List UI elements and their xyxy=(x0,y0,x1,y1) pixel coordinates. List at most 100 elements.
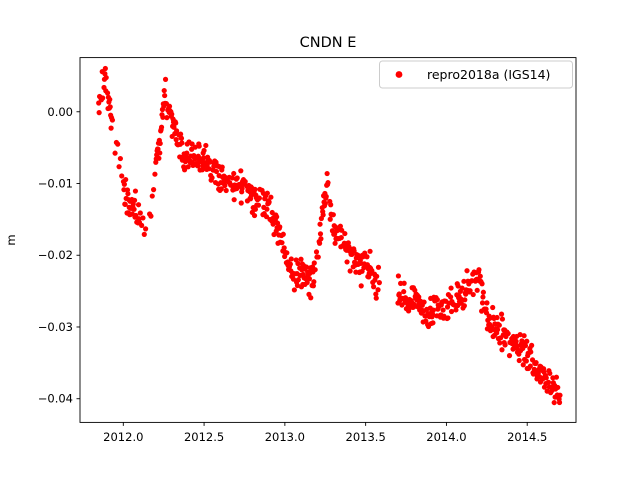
data-point xyxy=(317,240,323,246)
data-point xyxy=(502,342,508,348)
data-point xyxy=(308,295,314,301)
data-point xyxy=(268,194,274,200)
data-point xyxy=(479,300,486,306)
data-point xyxy=(396,291,402,297)
data-point xyxy=(462,297,468,303)
data-point xyxy=(174,128,180,134)
data-point xyxy=(149,193,155,199)
data-point xyxy=(102,65,108,72)
data-point xyxy=(461,303,467,309)
data-point xyxy=(96,110,102,116)
data-point xyxy=(108,125,114,131)
data-point xyxy=(155,146,161,152)
data-point xyxy=(516,357,522,364)
y-tick-label: −0.02 xyxy=(38,248,73,262)
data-point xyxy=(107,96,113,103)
data-point xyxy=(152,171,158,177)
y-tick-label: −0.01 xyxy=(38,177,73,191)
data-point xyxy=(242,178,248,185)
y-axis-label: m xyxy=(4,234,18,245)
data-point xyxy=(229,175,235,181)
data-point xyxy=(162,92,168,99)
data-point xyxy=(332,240,338,246)
data-point xyxy=(517,332,523,338)
data-point xyxy=(374,273,380,279)
data-point xyxy=(557,392,563,398)
data-point xyxy=(161,87,167,94)
data-point xyxy=(401,289,407,295)
data-point xyxy=(192,144,198,150)
data-point xyxy=(252,206,259,212)
data-point xyxy=(523,358,529,364)
data-point xyxy=(219,164,225,170)
data-point xyxy=(310,283,316,289)
data-point xyxy=(291,287,297,293)
data-point xyxy=(201,155,207,161)
data-point xyxy=(467,288,473,294)
data-point xyxy=(513,338,519,344)
data-point xyxy=(312,267,318,273)
data-point xyxy=(122,201,128,208)
chart-title: CNDN E xyxy=(300,35,357,51)
data-point xyxy=(339,227,345,233)
data-point xyxy=(195,163,201,169)
data-point xyxy=(239,185,245,192)
data-point xyxy=(287,261,293,267)
data-point xyxy=(474,287,480,293)
data-point xyxy=(181,167,188,173)
data-point xyxy=(295,277,301,283)
data-point xyxy=(112,150,118,156)
data-point xyxy=(169,111,175,117)
data-point xyxy=(160,114,166,120)
data-point xyxy=(347,268,353,274)
data-point xyxy=(131,197,138,203)
data-point xyxy=(421,299,427,305)
data-point xyxy=(107,104,113,110)
data-point xyxy=(157,140,163,147)
data-point xyxy=(222,182,228,189)
data-point xyxy=(325,180,331,186)
plot-area xyxy=(80,57,576,423)
data-point xyxy=(207,159,213,165)
data-point xyxy=(270,221,276,227)
data-point xyxy=(131,206,137,212)
data-point xyxy=(256,195,262,201)
y-tick-label: −0.04 xyxy=(38,392,73,406)
data-point xyxy=(351,248,357,254)
data-point xyxy=(477,273,483,279)
data-point xyxy=(238,168,244,174)
data-point xyxy=(448,294,454,300)
data-point xyxy=(337,223,343,229)
data-point xyxy=(520,362,526,368)
data-point xyxy=(490,304,496,311)
data-point xyxy=(317,231,324,237)
data-point xyxy=(173,137,179,143)
data-point xyxy=(280,231,286,237)
data-point xyxy=(448,308,455,315)
x-axis-ticks: 2012.0 2012.5 2013.0 2013.5 2014.0 2014.5 xyxy=(103,422,547,444)
data-point xyxy=(453,307,459,313)
data-point xyxy=(342,230,348,237)
data-point xyxy=(498,311,505,317)
data-point xyxy=(330,212,336,218)
data-point xyxy=(100,95,106,101)
data-point xyxy=(364,254,370,260)
data-point xyxy=(104,90,111,96)
data-point xyxy=(506,353,513,359)
data-point xyxy=(184,150,190,156)
data-point xyxy=(324,170,330,177)
data-point xyxy=(320,212,326,218)
x-tick-label: 2013.0 xyxy=(265,430,305,444)
data-point xyxy=(476,267,482,273)
data-point xyxy=(494,314,500,321)
data-point xyxy=(234,175,240,181)
data-point xyxy=(264,190,270,196)
data-point xyxy=(264,206,270,212)
data-point xyxy=(497,340,503,346)
data-point xyxy=(358,283,364,289)
data-point xyxy=(395,273,401,279)
data-point xyxy=(279,240,285,246)
data-point xyxy=(178,131,184,137)
